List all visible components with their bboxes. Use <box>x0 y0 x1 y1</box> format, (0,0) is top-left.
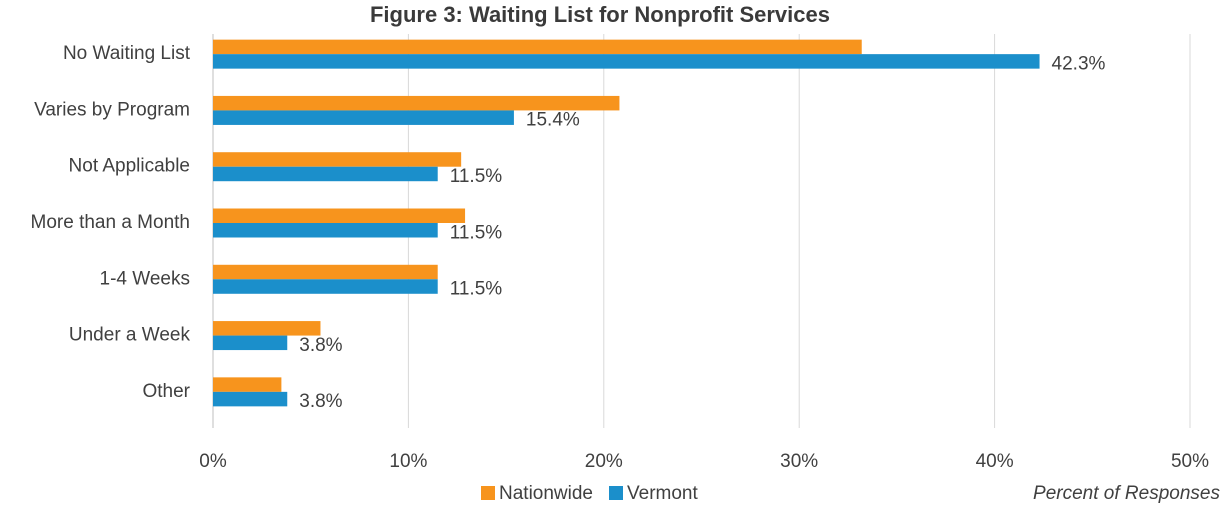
y-tick-label: 1-4 Weeks <box>100 268 190 289</box>
x-tick-label: 50% <box>1171 451 1209 472</box>
x-tick-label: 20% <box>585 451 623 472</box>
legend-label: Vermont <box>627 483 698 504</box>
legend-swatch <box>481 486 495 500</box>
y-tick-label: More than a Month <box>31 212 190 233</box>
legend-swatch <box>609 486 623 500</box>
bar <box>213 39 862 55</box>
x-tick-label: 40% <box>976 451 1014 472</box>
x-tick-label: 30% <box>780 451 818 472</box>
y-tick-label: Other <box>142 381 190 402</box>
data-label: 15.4% <box>526 110 580 131</box>
bar <box>213 264 438 280</box>
bar <box>213 279 438 294</box>
legend-label: Nationwide <box>499 483 593 504</box>
x-tick-label: 0% <box>199 451 227 472</box>
bar <box>213 110 514 125</box>
x-tick-label: 10% <box>389 451 427 472</box>
data-label: 3.8% <box>299 391 342 412</box>
data-label: 11.5% <box>450 222 503 243</box>
bar <box>213 335 288 351</box>
bar <box>213 95 620 111</box>
bar <box>213 166 438 182</box>
data-label: 11.5% <box>450 166 503 187</box>
bar <box>213 223 438 238</box>
data-label: 3.8% <box>299 335 342 356</box>
bar <box>213 54 1040 69</box>
y-tick-label: Not Applicable <box>69 156 190 177</box>
y-tick-label: Under a Week <box>69 325 191 346</box>
bar <box>213 377 282 392</box>
bar <box>213 208 466 223</box>
y-tick-label: No Waiting List <box>63 43 191 64</box>
chart-title: Figure 3: Waiting List for Nonprofit Ser… <box>370 2 830 27</box>
bar <box>213 321 321 336</box>
bar <box>213 152 462 167</box>
data-label: 11.5% <box>450 279 503 300</box>
bar <box>213 391 288 407</box>
data-label: 42.3% <box>1052 53 1106 74</box>
x-axis-label: Percent of Responses <box>1033 483 1220 504</box>
y-tick-label: Varies by Program <box>34 99 190 120</box>
